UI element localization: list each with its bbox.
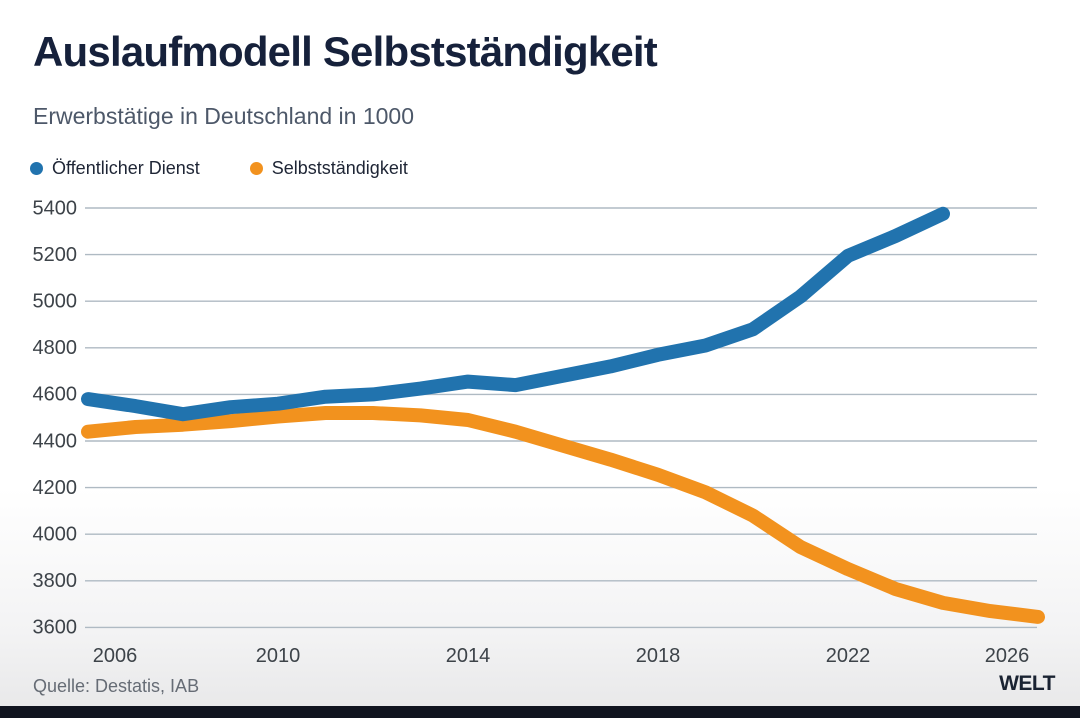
- x-tick-label: 2018: [636, 645, 681, 667]
- series-line-selbststaendigkeit: [81, 406, 1045, 624]
- x-tick-label: 2014: [446, 645, 491, 667]
- x-axis-labels: 2006 2010 2014 2018 2022 2026: [93, 645, 1030, 667]
- legend-dot-orange-icon: [249, 162, 263, 175]
- y-axis-labels: 5400 5200 5000 4800 4600 4400 4200 4000 3800 3600: [33, 197, 78, 638]
- legend-dot-blue-icon: [30, 162, 43, 175]
- y-tick-label: 4800: [33, 337, 78, 359]
- y-tick-label: 4200: [33, 477, 78, 499]
- welt-logo: WELT: [999, 672, 1055, 695]
- y-tick-label: 5400: [33, 197, 78, 219]
- x-tick-label: 2010: [256, 645, 301, 667]
- legend: Öffentlicher Dienst Selbstständigkeit: [30, 158, 408, 179]
- y-tick-label: 3600: [33, 617, 78, 639]
- y-tick-label: 5000: [33, 290, 78, 312]
- chart-subtitle: Erwerbstätige in Deutschland in 1000: [33, 103, 415, 129]
- x-tick-label: 2026: [985, 645, 1030, 667]
- legend-item-selbststaendigkeit: Selbstständigkeit: [249, 158, 408, 179]
- page-title: Auslaufmodell Selbstständigkeit: [33, 28, 658, 75]
- y-tick-label: 5200: [33, 244, 78, 266]
- legend-item-oeffentlicher-dienst: Öffentlicher Dienst: [30, 158, 200, 179]
- bottom-brand-bar: [0, 706, 1080, 718]
- y-tick-label: 3800: [33, 570, 78, 592]
- x-tick-label: 2006: [93, 645, 138, 667]
- legend-label: Öffentlicher Dienst: [52, 158, 200, 178]
- legend-label: Selbstständigkeit: [271, 158, 408, 178]
- series-line-oeffentlicher-dienst: [81, 206, 950, 422]
- y-tick-label: 4600: [33, 384, 78, 406]
- y-tick-label: 4400: [33, 430, 78, 452]
- x-tick-label: 2022: [826, 645, 871, 667]
- source-note: Quelle: Destatis, IAB: [33, 676, 200, 696]
- y-tick-label: 4000: [33, 523, 78, 545]
